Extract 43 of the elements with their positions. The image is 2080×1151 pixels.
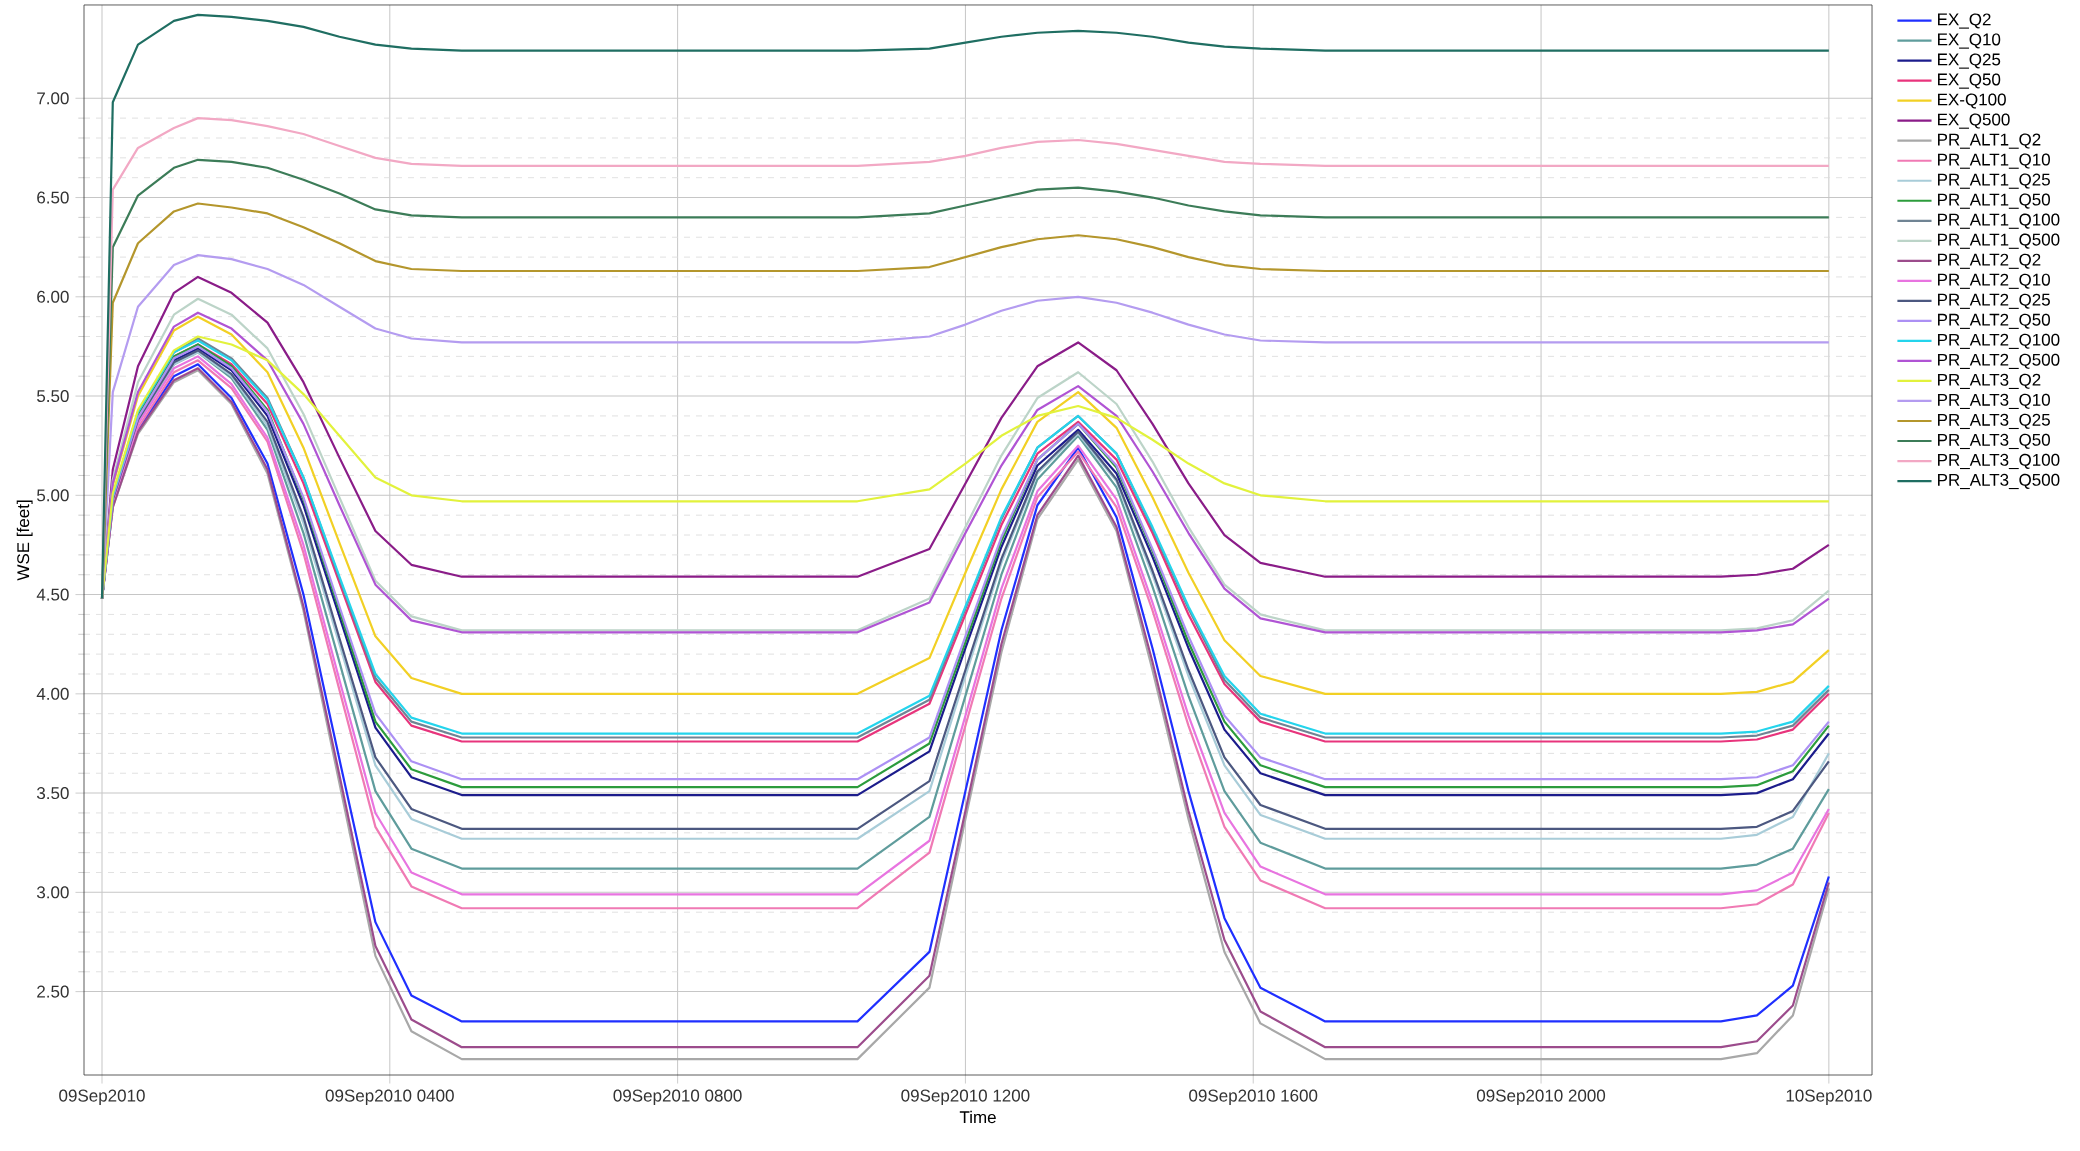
y-tick-label: 5.00: [37, 489, 69, 502]
y-tick-label: 5.50: [37, 390, 69, 403]
x-axis-title: Time: [959, 1110, 996, 1124]
y-tick-label: 6.00: [37, 290, 69, 303]
y-axis-title: WSE [feet]: [16, 500, 33, 581]
legend-label: PR_ALT1_Q10: [1938, 153, 2050, 169]
legend-label: PR_ALT1_Q500: [1938, 233, 2060, 249]
legend-label: PR_ALT3_Q50: [1938, 433, 2050, 450]
legend-label: PR_ALT2_Q100: [1938, 333, 2060, 349]
legend-label: PR_ALT3_Q500: [1938, 473, 2060, 490]
legend-label: PR_ALT2_Q10: [1938, 273, 2050, 289]
legend-label: EX_Q50: [1938, 73, 2001, 89]
legend-label: PR_ALT1_Q2: [1938, 133, 2041, 149]
x-tick-label: 10Sep2010: [1786, 1089, 1872, 1105]
legend-label: PR_ALT2_Q500: [1938, 353, 2060, 369]
legend-label: EX_Q10: [1938, 33, 2001, 49]
legend-label: EX_Q25: [1938, 53, 2001, 69]
legend-label: EX_Q2: [1938, 13, 1991, 29]
y-tick-label: 2.50: [37, 985, 69, 998]
x-tick-label: 09Sep2010 2000: [1476, 1089, 1606, 1105]
legend-label: PR_ALT2_Q50: [1938, 313, 2050, 329]
x-tick-label: 09Sep2010 1600: [1189, 1089, 1318, 1105]
y-tick-label: 4.50: [36, 588, 69, 601]
y-tick-label: 3.50: [36, 787, 69, 800]
legend-label: PR_ALT2_Q2: [1938, 253, 2041, 269]
legend-label: PR_ALT1_Q25: [1938, 173, 2050, 189]
legend-label: PR_ALT3_Q2: [1938, 373, 2041, 389]
legend-label: EX_Q500: [1938, 113, 2010, 129]
legend-label: PR_ALT2_Q25: [1938, 293, 2050, 309]
y-tick-label: 4.00: [36, 687, 69, 700]
y-tick-label: 6.50: [37, 191, 69, 204]
legend-label: EX-Q100: [1938, 93, 2006, 109]
legend-label: PR_ALT1_Q50: [1938, 193, 2050, 209]
x-tick-label: 09Sep2010 1200: [901, 1089, 1030, 1105]
x-tick-label: 09Sep2010: [59, 1089, 145, 1105]
legend-label: PR_ALT3_Q25: [1938, 413, 2050, 430]
y-tick-label: 7.00: [37, 92, 69, 105]
y-tick-label: 3.00: [36, 886, 69, 899]
x-tick-label: 09Sep2010 0800: [613, 1089, 742, 1105]
legend-label: PR_ALT1_Q100: [1938, 213, 2060, 229]
legend-label: PR_ALT3_Q10: [1938, 393, 2050, 410]
x-tick-label: 09Sep2010 0400: [325, 1089, 454, 1105]
legend-label: PR_ALT3_Q100: [1938, 453, 2060, 470]
